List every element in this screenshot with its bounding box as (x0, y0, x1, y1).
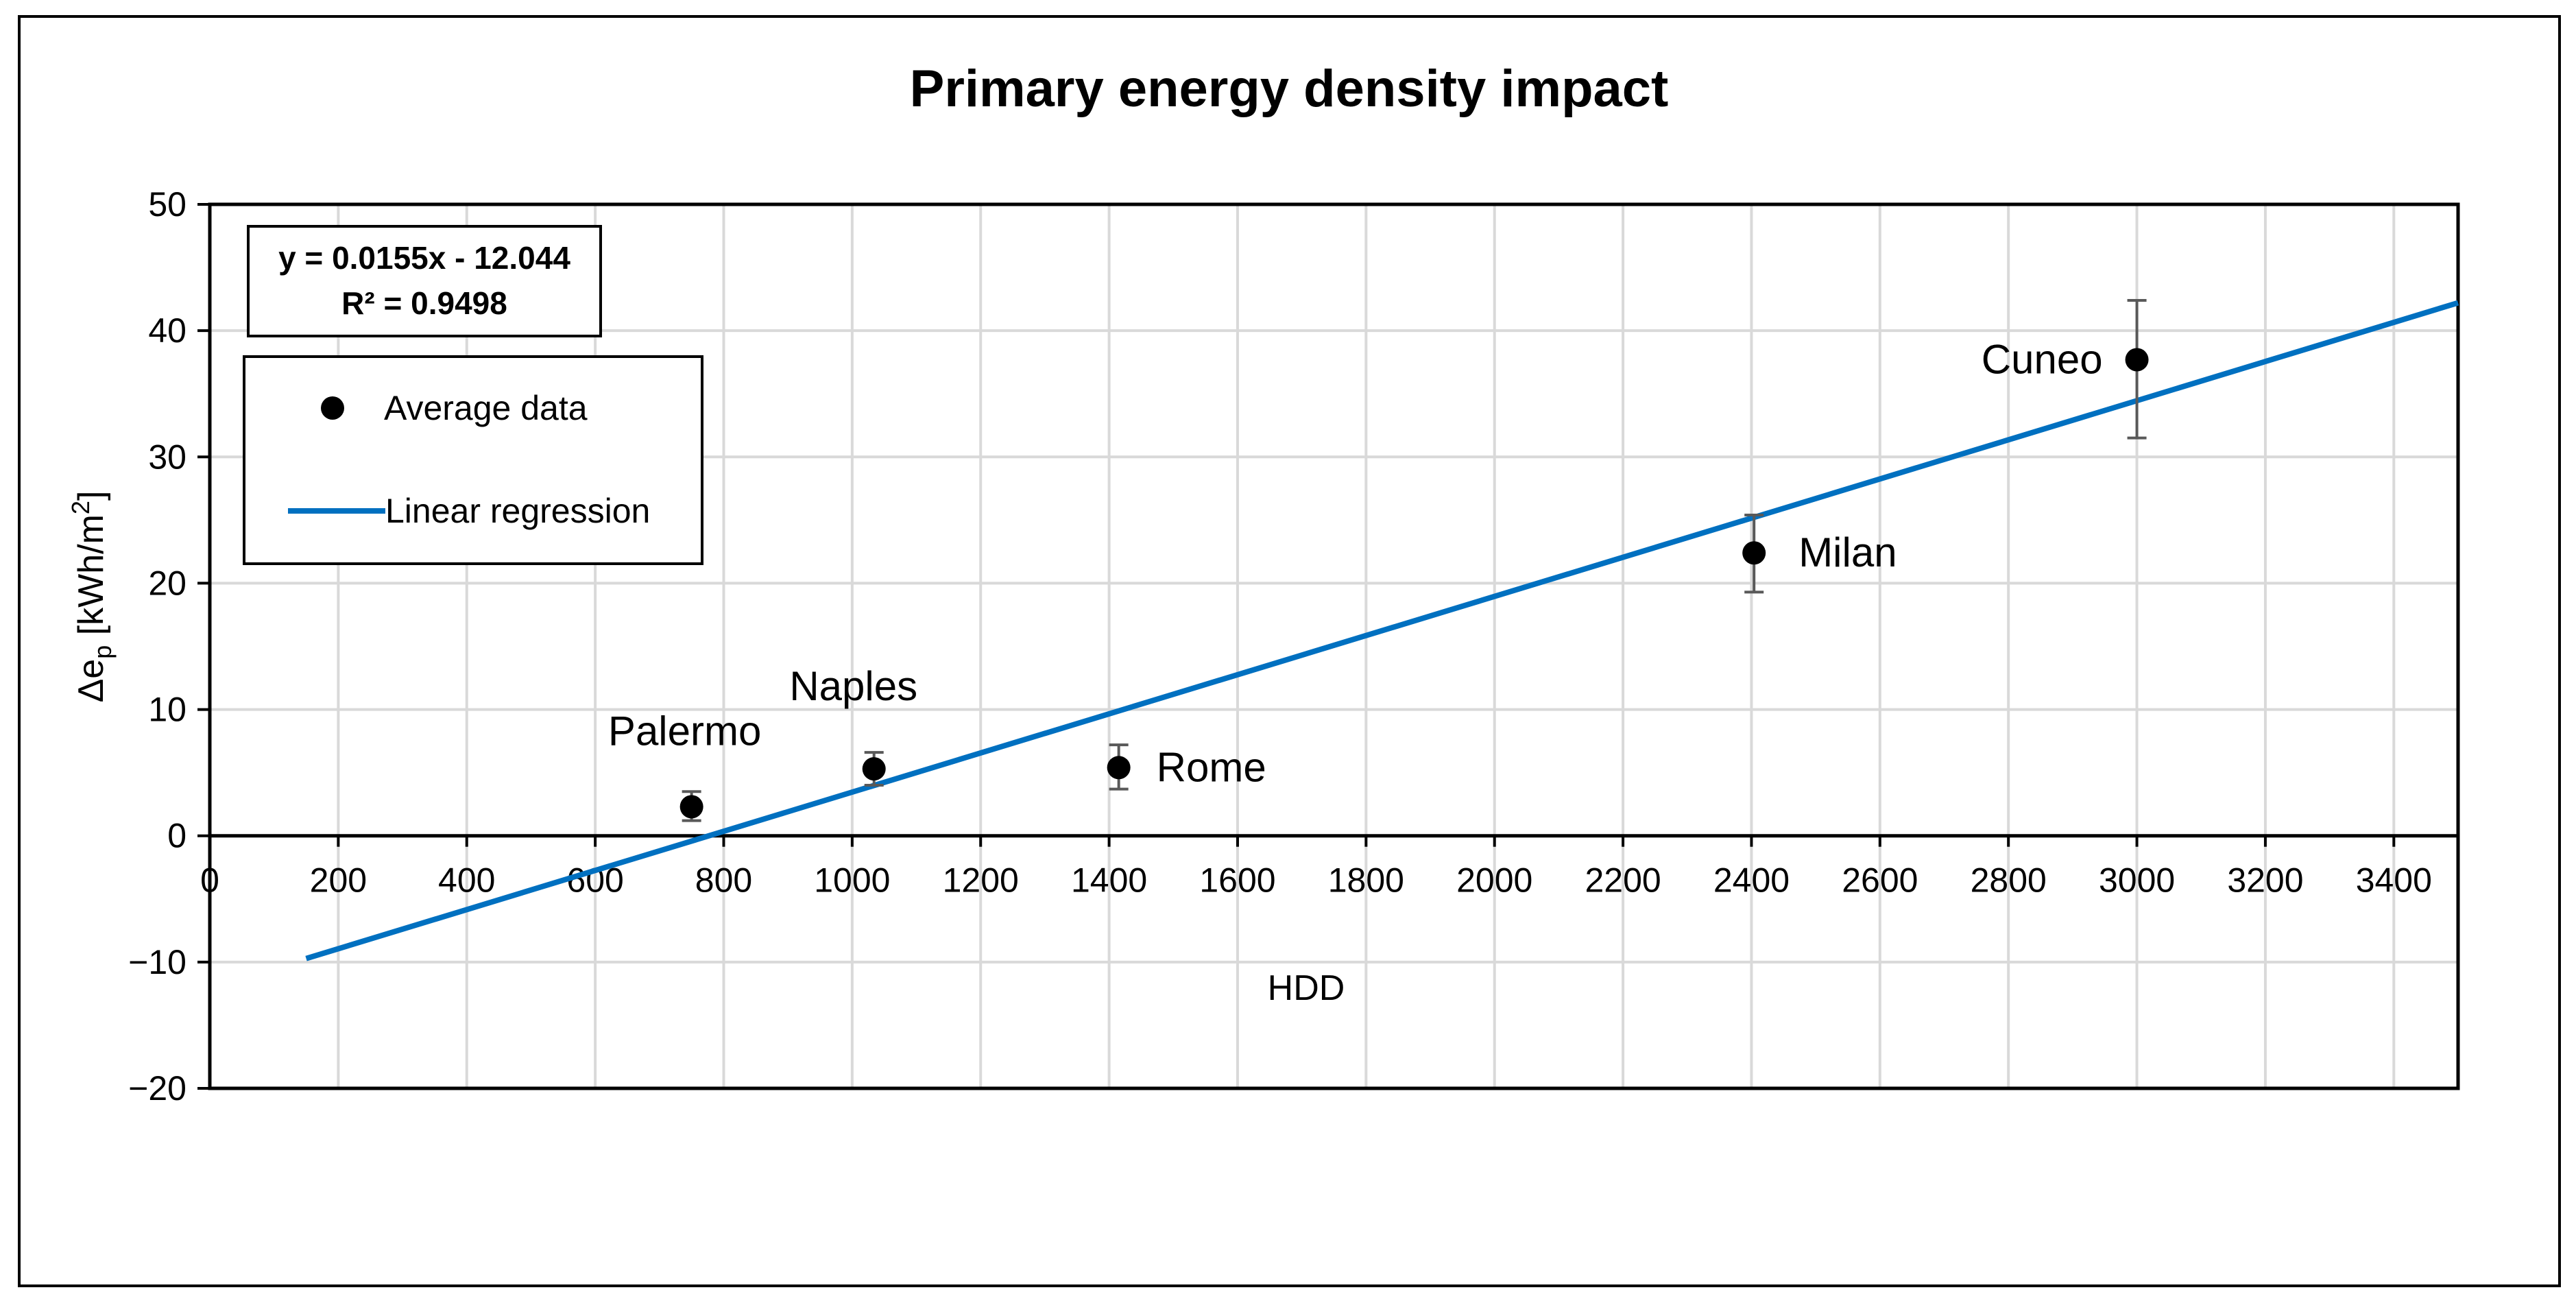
y-tick-label: 30 (148, 438, 186, 476)
x-tick-label: 2400 (1713, 861, 1790, 900)
data-point-marker (679, 795, 703, 819)
x-tick-label: 3000 (2099, 861, 2175, 900)
regression-series (305, 300, 2459, 961)
x-tick-label: 1600 (1199, 861, 1275, 900)
y-axis-label-superscript: 2 (67, 501, 95, 514)
x-axis-label: HDD (1268, 968, 1345, 1008)
x-tick-label: 200 (310, 861, 367, 900)
x-tick-label: 400 (438, 861, 495, 900)
y-tick-label: 40 (148, 311, 186, 350)
y-axis-label-unit: [kWh/m (71, 514, 111, 645)
regression-equation-box: y = 0.0155x - 12.044 R² = 0.9498 (247, 225, 602, 337)
x-axis-ticks: 0 200 400 600 800 1000 1200 1400 1600 1800 2000 220… (200, 835, 2432, 900)
x-tick-label: 2800 (1971, 861, 2047, 900)
data-point-milan: Milan (1742, 513, 1897, 594)
figure-border (18, 15, 2561, 1287)
chart-title: Primary energy density impact (910, 60, 1669, 118)
legend-frame (243, 355, 703, 565)
y-tick-label: 50 (148, 185, 186, 224)
data-point-marker (1107, 756, 1131, 780)
r-squared-value: R² = 0.9498 (341, 285, 507, 321)
y-tick-label: −20 (128, 1069, 186, 1108)
data-point-label: Palermo (608, 708, 761, 754)
x-tick-label: 800 (695, 861, 752, 900)
x-tick-label: 1400 (1071, 861, 1147, 900)
x-tick-label: 2200 (1585, 861, 1661, 900)
data-point-marker (2125, 348, 2149, 372)
data-point-label: Naples (789, 663, 917, 709)
average-data-series: Palermo Naples Rome Milan Cuneo (608, 298, 2149, 822)
y-tick-label: 10 (148, 691, 186, 729)
x-tick-label: 1800 (1328, 861, 1404, 900)
x-tick-label: 0 (200, 861, 219, 900)
x-tick-label: 3400 (2356, 861, 2432, 900)
plot-area-border (208, 202, 2460, 1090)
data-point-label: Milan (1798, 529, 1897, 575)
y-axis-label-prefix: Δe (71, 659, 111, 703)
data-point-marker (862, 757, 886, 781)
data-point-naples: Naples (789, 663, 917, 787)
x-tick-label: 2000 (1456, 861, 1532, 900)
x-tick-label: 600 (566, 861, 623, 900)
y-axis-label-close: ] (71, 491, 111, 501)
regression-line (305, 300, 2459, 961)
y-axis-ticks: −20 −10 0 10 20 30 40 50 (128, 185, 210, 1108)
data-point-rome: Rome (1107, 743, 1266, 791)
equation-box-frame (247, 225, 602, 337)
x-tick-label: 1000 (814, 861, 890, 900)
y-tick-label: 0 (167, 817, 186, 855)
data-point-label: Cuneo (1982, 336, 2103, 382)
legend-marker-average-data (321, 396, 344, 420)
data-point-marker (1742, 541, 1766, 565)
y-tick-label: 20 (148, 564, 186, 602)
x-tick-label: 1200 (943, 861, 1019, 900)
y-axis-label: Δep [kWh/m2] (67, 491, 117, 703)
data-point-cuneo: Cuneo (1982, 298, 2149, 440)
legend-label-average-data: Average data (384, 389, 588, 427)
data-point-label: Rome (1157, 744, 1266, 790)
legend-label-linear-regression: Linear regression (385, 492, 650, 530)
legend: Average data Linear regression (243, 355, 703, 565)
y-tick-label: −10 (128, 943, 186, 981)
y-axis-label-subscript: p (88, 645, 117, 659)
data-point-palermo: Palermo (608, 708, 761, 822)
x-tick-label: 3200 (2227, 861, 2303, 900)
regression-equation: y = 0.0155x - 12.044 (278, 240, 570, 276)
x-tick-label: 2600 (1842, 861, 1918, 900)
